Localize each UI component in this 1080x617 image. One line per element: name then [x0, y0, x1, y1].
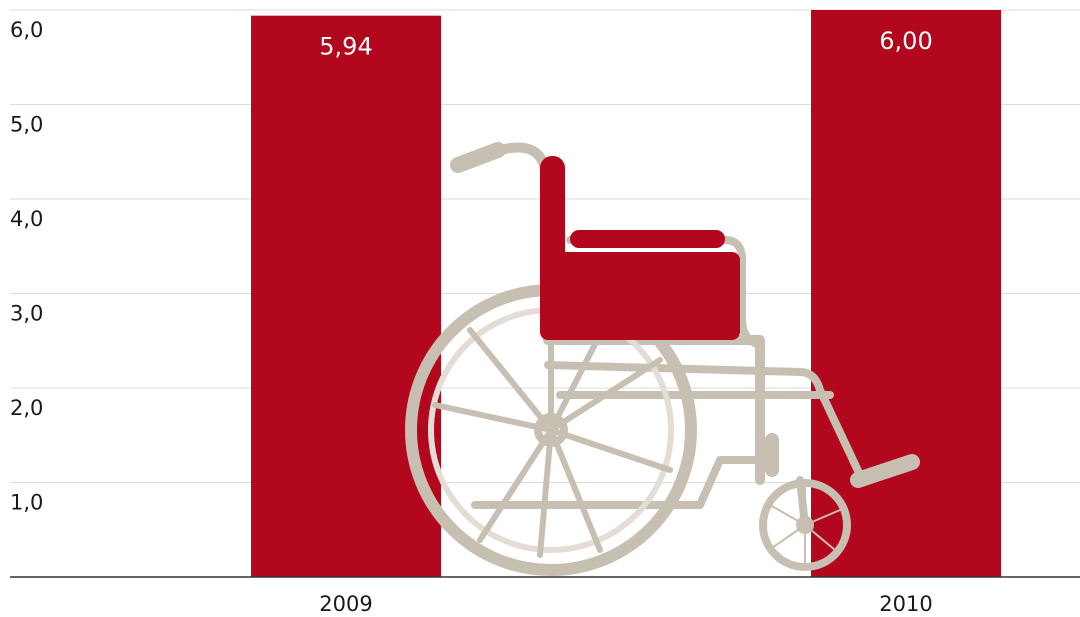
- y-tick-label: 1,0: [10, 491, 43, 515]
- y-tick-label: 5,0: [10, 113, 43, 137]
- value-label: 6,00: [879, 27, 932, 55]
- wheelchair-illustration: [405, 142, 920, 576]
- y-tick-label: 3,0: [10, 302, 43, 326]
- y-tick-label: 4,0: [10, 207, 43, 231]
- x-tick-label: 2009: [319, 592, 372, 616]
- y-tick-label: 6,0: [10, 18, 43, 42]
- x-tick-label: 2010: [879, 592, 932, 616]
- bar: [251, 15, 441, 578]
- bar: [811, 10, 1001, 577]
- y-tick-label: 2,0: [10, 396, 43, 420]
- value-label: 5,94: [319, 33, 372, 61]
